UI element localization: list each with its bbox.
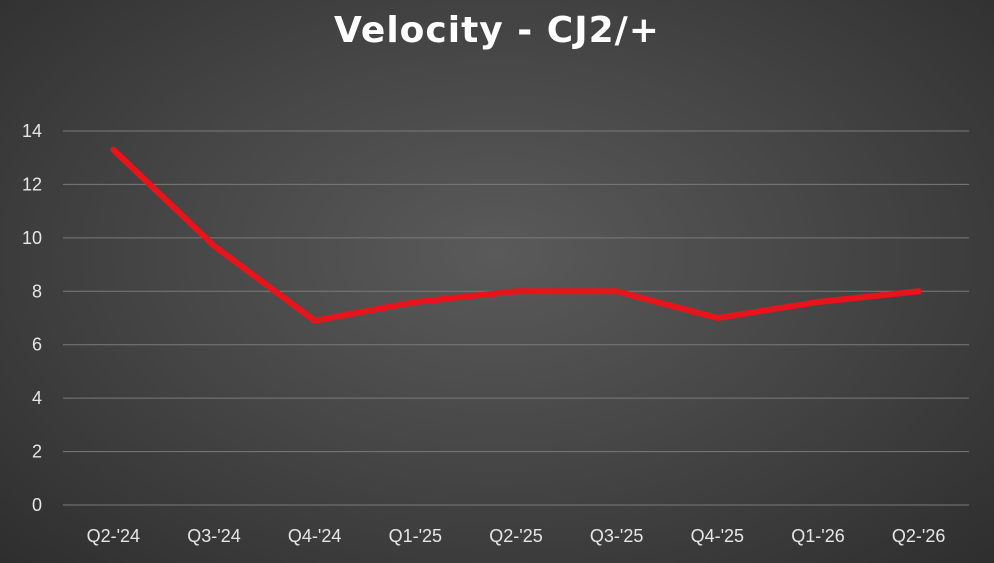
data-point [513, 288, 519, 295]
x-tick-label: Q3-'24 [187, 526, 240, 546]
y-tick-label: 12 [22, 174, 42, 194]
series-layer [110, 146, 922, 324]
data-point [915, 288, 922, 295]
x-tick-label: Q1-'25 [389, 526, 442, 546]
x-tick-label: Q2-'26 [892, 526, 945, 546]
data-point [815, 298, 821, 305]
gridlines [63, 130, 969, 506]
x-tick-label: Q2-'25 [489, 526, 542, 546]
series-line-0 [110, 146, 922, 324]
data-point [613, 288, 620, 295]
x-tick-label: Q3-'25 [590, 526, 643, 546]
data-point [211, 242, 217, 249]
data-point [714, 315, 721, 321]
x-tick-label: Q2-'24 [87, 526, 140, 546]
y-tick-label: 0 [32, 495, 42, 515]
y-tick-label: 2 [32, 442, 42, 462]
y-axis-ticks: 0 2 4 6 8 10 12 14 [22, 121, 42, 515]
x-tick-label: Q4-'25 [691, 526, 744, 546]
x-tick-label: Q1-'26 [791, 526, 844, 546]
data-point [311, 317, 318, 324]
y-tick-label: 6 [32, 335, 42, 355]
y-tick-label: 8 [32, 281, 42, 301]
data-point [412, 298, 419, 305]
y-tick-label: 10 [22, 228, 42, 248]
x-tick-label: Q4-'24 [288, 526, 341, 546]
chart-title: Velocity - CJ2/+ [334, 10, 660, 51]
y-tick-label: 4 [32, 388, 42, 408]
data-point [110, 146, 117, 153]
y-tick-label: 14 [22, 121, 42, 141]
x-axis-ticks: Q2-'24 Q3-'24 Q4-'24 Q1-'25 Q2-'25 Q3-'25 Q4-'… [87, 526, 946, 546]
